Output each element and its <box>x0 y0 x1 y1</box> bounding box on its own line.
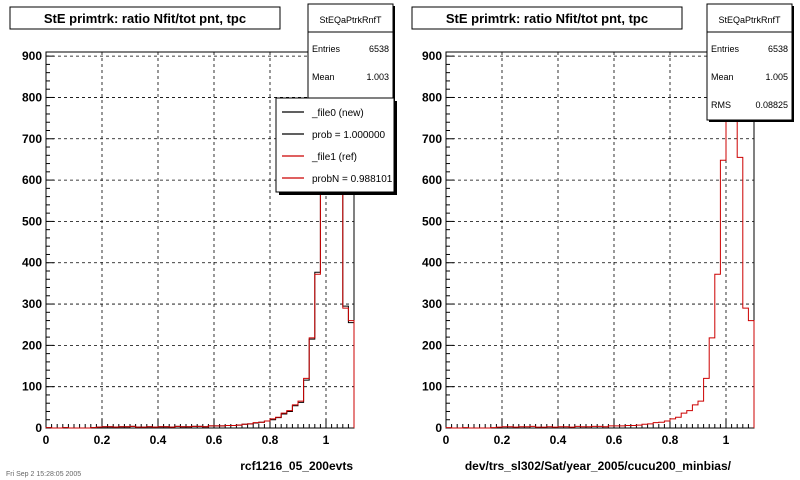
x-axis-label: rcf1216_05_200evts <box>240 459 353 473</box>
legend-entry: _file1 (ref) <box>311 152 357 163</box>
y-tick-label: 0 <box>35 421 42 435</box>
stats-entries-value: 6538 <box>768 44 788 54</box>
stats-name: StEQaPtrkRnfT <box>319 15 382 25</box>
x-tick-label: 0.6 <box>606 433 623 447</box>
x-tick-label: 0.2 <box>94 433 111 447</box>
x-tick-label: 1 <box>723 433 730 447</box>
y-tick-label: 400 <box>22 256 42 270</box>
stats-rms-value: 0.08825 <box>755 100 788 110</box>
y-tick-label: 200 <box>22 338 42 352</box>
y-tick-label: 700 <box>422 132 442 146</box>
x-tick-label: 0.8 <box>662 433 679 447</box>
stats-entries-label: Entries <box>711 44 740 54</box>
plot-frame <box>445 51 755 429</box>
y-tick-label: 300 <box>22 297 42 311</box>
chart-title-box <box>411 6 683 30</box>
y-tick-label: 500 <box>22 214 42 228</box>
stats-name: StEQaPtrkRnfT <box>718 15 781 25</box>
y-tick-label: 500 <box>422 214 442 228</box>
y-tick-label: 300 <box>422 297 442 311</box>
y-tick-label: 700 <box>22 132 42 146</box>
y-tick-label: 600 <box>422 173 442 187</box>
chart-title: StE primtrk: ratio Nfit/tot pnt, tpc <box>446 11 648 26</box>
y-tick-label: 900 <box>422 49 442 63</box>
y-tick-label: 600 <box>22 173 42 187</box>
x-tick-label: 1 <box>323 433 330 447</box>
legend-box <box>275 97 395 193</box>
y-tick-label: 100 <box>22 380 42 394</box>
stats-mean-value: 1.003 <box>366 72 389 82</box>
histogram-series-1 <box>45 61 355 429</box>
legend-entry: probN = 0.988101 <box>312 174 393 185</box>
x-tick-label: 0.6 <box>206 433 223 447</box>
x-axis-label: dev/trs_sl302/Sat/year_2005/cucu200_minb… <box>465 459 732 473</box>
x-tick-label: 0.4 <box>150 433 167 447</box>
stats-mean-label: Mean <box>711 72 734 82</box>
y-tick-label: 900 <box>22 49 42 63</box>
x-tick-label: 0.4 <box>550 433 567 447</box>
chart-title: StE primtrk: ratio Nfit/tot pnt, tpc <box>44 11 246 26</box>
x-tick-label: 0.2 <box>494 433 511 447</box>
histogram-series-0 <box>445 61 755 429</box>
chart-title-box <box>9 6 281 30</box>
y-tick-label: 800 <box>22 90 42 104</box>
stats-mean-value: 1.005 <box>765 72 788 82</box>
legend-entry: _file0 (new) <box>311 108 364 119</box>
stats-box <box>706 3 793 121</box>
y-tick-label: 800 <box>422 90 442 104</box>
stats-rms-label: RMS <box>711 100 731 110</box>
footer-timestamp: Fri Sep 2 15:28:05 2005 <box>6 471 81 478</box>
x-tick-label: 0 <box>443 433 450 447</box>
stats-entries-value: 6538 <box>369 44 389 54</box>
y-tick-label: 400 <box>422 256 442 270</box>
x-tick-label: 0 <box>43 433 50 447</box>
x-tick-label: 0.8 <box>262 433 279 447</box>
y-tick-label: 100 <box>422 380 442 394</box>
legend-entry: prob = 1.000000 <box>312 130 386 141</box>
stats-entries-label: Entries <box>312 44 341 54</box>
y-tick-label: 0 <box>435 421 442 435</box>
stats-mean-label: Mean <box>312 72 335 82</box>
y-tick-label: 200 <box>422 338 442 352</box>
